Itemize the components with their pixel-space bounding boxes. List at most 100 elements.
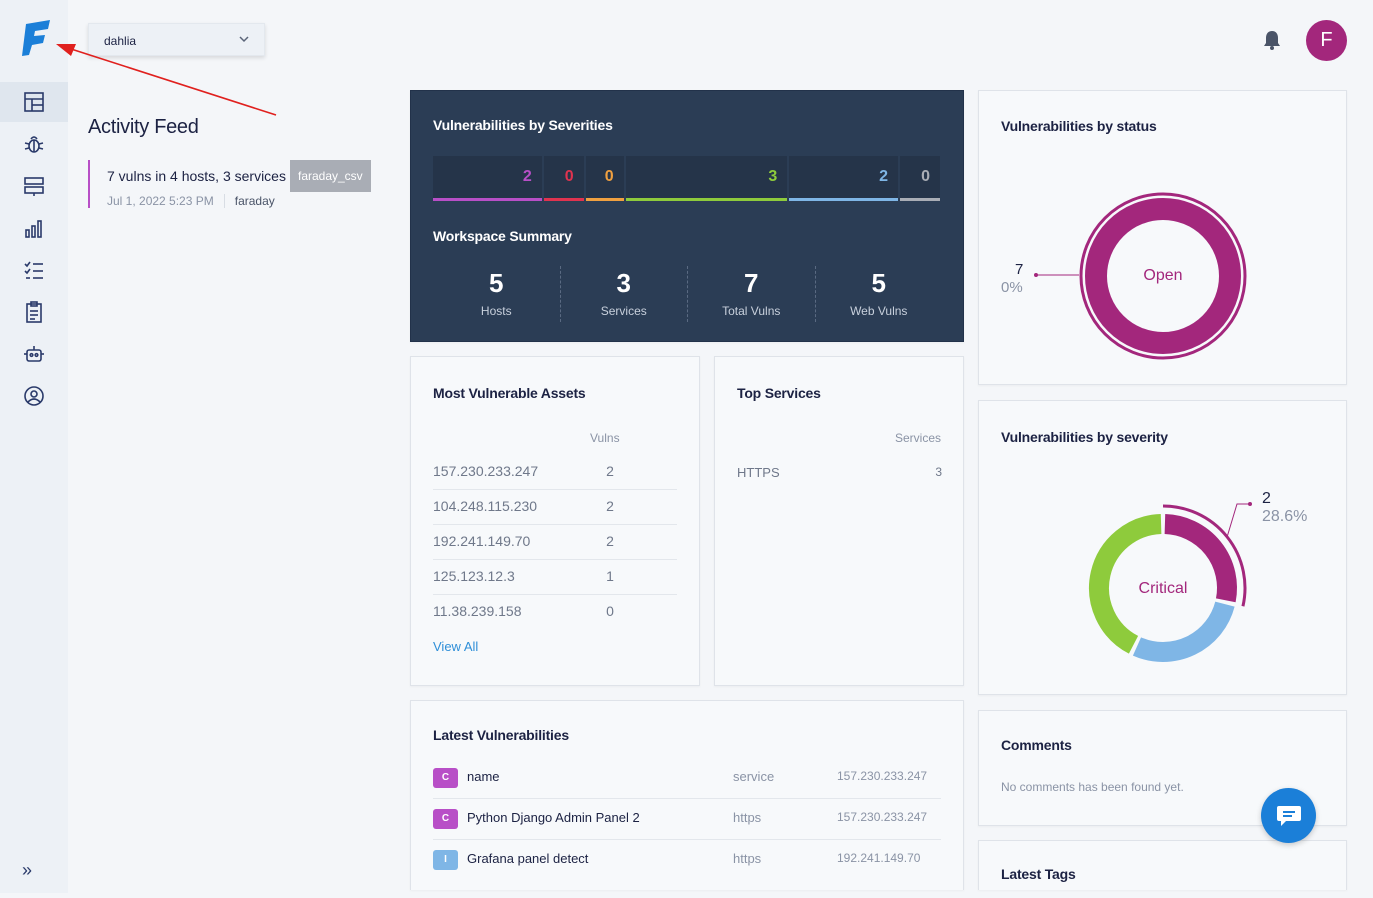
table-row[interactable]: 157.230.233.247 2 [433,455,677,490]
severity-slice-info[interactable] [1089,514,1162,654]
severity-count: 2 [879,168,889,185]
workspace-summary-title: Workspace Summary [433,228,572,244]
sidebar-item-dashboard[interactable] [0,82,68,122]
comments-title: Comments [1001,737,1072,753]
vuln-name: Python Django Admin Panel 2 [467,810,640,825]
vuln-host: 192.241.149.70 [837,851,921,865]
most-vulnerable-card: Most Vulnerable Assets Vulns 157.230.233… [410,356,700,686]
severity-count: 0 [564,168,574,185]
service-name: HTTPS [737,465,780,480]
activity-user: faraday [223,194,275,208]
asset-count: 2 [606,463,614,479]
top-services-title: Top Services [737,385,821,401]
reports-icon [26,301,42,323]
vuln-service: service [733,769,775,784]
expand-sidebar-button[interactable]: » [22,860,33,880]
sidebar-item-reports[interactable] [0,292,68,332]
status-chart-card: Vulnerabilities by status Open 7 0% [978,90,1347,385]
workspace-select[interactable]: dahlia [88,23,265,56]
table-row[interactable]: 11.38.239.158 0 [433,595,677,630]
chat-button[interactable] [1261,788,1316,843]
summary-label: Services [600,304,647,318]
service-row[interactable]: HTTPS 3 [737,465,942,480]
severity-segment[interactable]: 0 [585,156,624,201]
severity-badge: I [433,850,458,870]
summary-value: 5 [871,268,886,298]
bug-icon [24,136,44,153]
user-avatar[interactable]: F [1306,20,1347,61]
status-legend-value: 7 [1015,261,1024,278]
severity-legend-pct: 28.6% [1262,508,1308,525]
activity-text: 7 vulns in 4 hosts, 3 services [107,168,286,184]
vuln-host: 157.230.233.247 [837,769,928,783]
sidebar-item-analytics[interactable] [0,208,68,248]
summary-total-vulns[interactable]: 7 Total Vulns [688,266,816,322]
severity-count: 0 [921,168,930,185]
asset-count: 2 [606,533,614,549]
faraday-logo-icon[interactable] [20,18,52,58]
activity-date: Jul 1, 2022 5:23 PM [107,194,214,208]
summary-label: Total Vulns [722,304,781,318]
asset-ip: 11.38.239.158 [433,603,522,619]
latest-vulns-title: Latest Vulnerabilities [433,727,569,743]
severity-slice-low[interactable] [1132,601,1235,662]
severity-color-line [789,198,899,201]
most-vulnerable-title: Most Vulnerable Assets [433,385,586,401]
list-item[interactable]: I Grafana panel detect https 192.241.149… [433,840,941,881]
table-row[interactable]: 192.241.149.70 2 [433,525,677,560]
analytics-icon [25,220,42,238]
top-services-card: Top Services Services HTTPS 3 [714,356,964,686]
vuln-service: https [733,810,762,825]
chat-icon [1276,805,1301,826]
severities-card: Vulnerabilities by Severities 2 0 0 3 2 0 Wor… [410,90,964,342]
severity-segment[interactable]: 0 [900,156,940,201]
table-row[interactable]: 125.123.12.3 1 [433,560,677,595]
severity-bar: 2 0 0 3 2 0 [433,156,942,201]
severity-segment[interactable]: 0 [543,156,584,201]
severity-legend-value: 2 [1262,490,1271,507]
severity-slice-critical[interactable] [1164,514,1237,603]
severity-badge: C [433,768,458,788]
asset-ip: 192.241.149.70 [433,533,531,549]
sidebar-item-hosts[interactable] [0,166,68,206]
list-item[interactable]: C name service 157.230.233.247 [433,758,941,799]
severity-center-label: Critical [1138,580,1188,597]
sidebar-item-automation[interactable] [0,334,68,374]
severity-color-line [543,198,584,201]
status-slice-open[interactable] [1085,198,1241,354]
severity-segment[interactable]: 2 [789,156,899,201]
sidebar-item-tasks[interactable] [0,250,68,290]
view-all-link[interactable]: View All [433,639,479,654]
severity-segment[interactable]: 2 [433,156,542,201]
activity-feed-item[interactable]: 7 vulns in 4 hosts, 3 services faraday_c… [88,160,388,208]
chevron-down-icon [239,36,249,43]
severity-color-line [585,198,624,201]
summary-hosts[interactable]: 5 Hosts [433,266,561,322]
severities-title: Vulnerabilities by Severities [433,117,613,133]
list-item[interactable]: C Python Django Admin Panel 2 https 157.… [433,799,941,840]
notification-bell-icon[interactable] [1261,29,1283,51]
summary-value: 3 [616,268,631,298]
summary-label: Hosts [480,304,512,318]
workspace-name: dahlia [104,34,137,48]
asset-ip: 104.248.115.230 [433,498,538,514]
summary-services[interactable]: 3 Services [561,266,688,322]
severity-chart-card: Vulnerabilities by severity Critical 2 2… [978,400,1347,695]
activity-source-badge: faraday_csv [289,160,371,192]
services-column-header: Services [894,431,941,445]
status-leader-dot [1034,273,1038,277]
severity-color-line [625,198,788,201]
summary-web-vulns[interactable]: 5 Web Vulns [816,266,943,322]
severity-donut[interactable] [979,401,1348,696]
severity-segment[interactable]: 3 [625,156,788,201]
status-outer-ring [1079,192,1247,360]
severity-badge: C [433,809,458,829]
sidebar-item-vulnerabilities[interactable] [0,124,68,164]
status-donut[interactable] [979,91,1348,386]
asset-count: 1 [606,568,614,584]
status-legend-pct: 0% [1001,279,1023,296]
service-count: 3 [935,465,942,479]
status-chart-title: Vulnerabilities by status [1001,118,1157,134]
sidebar-item-users[interactable] [0,376,68,416]
table-row[interactable]: 104.248.115.230 2 [433,490,677,525]
